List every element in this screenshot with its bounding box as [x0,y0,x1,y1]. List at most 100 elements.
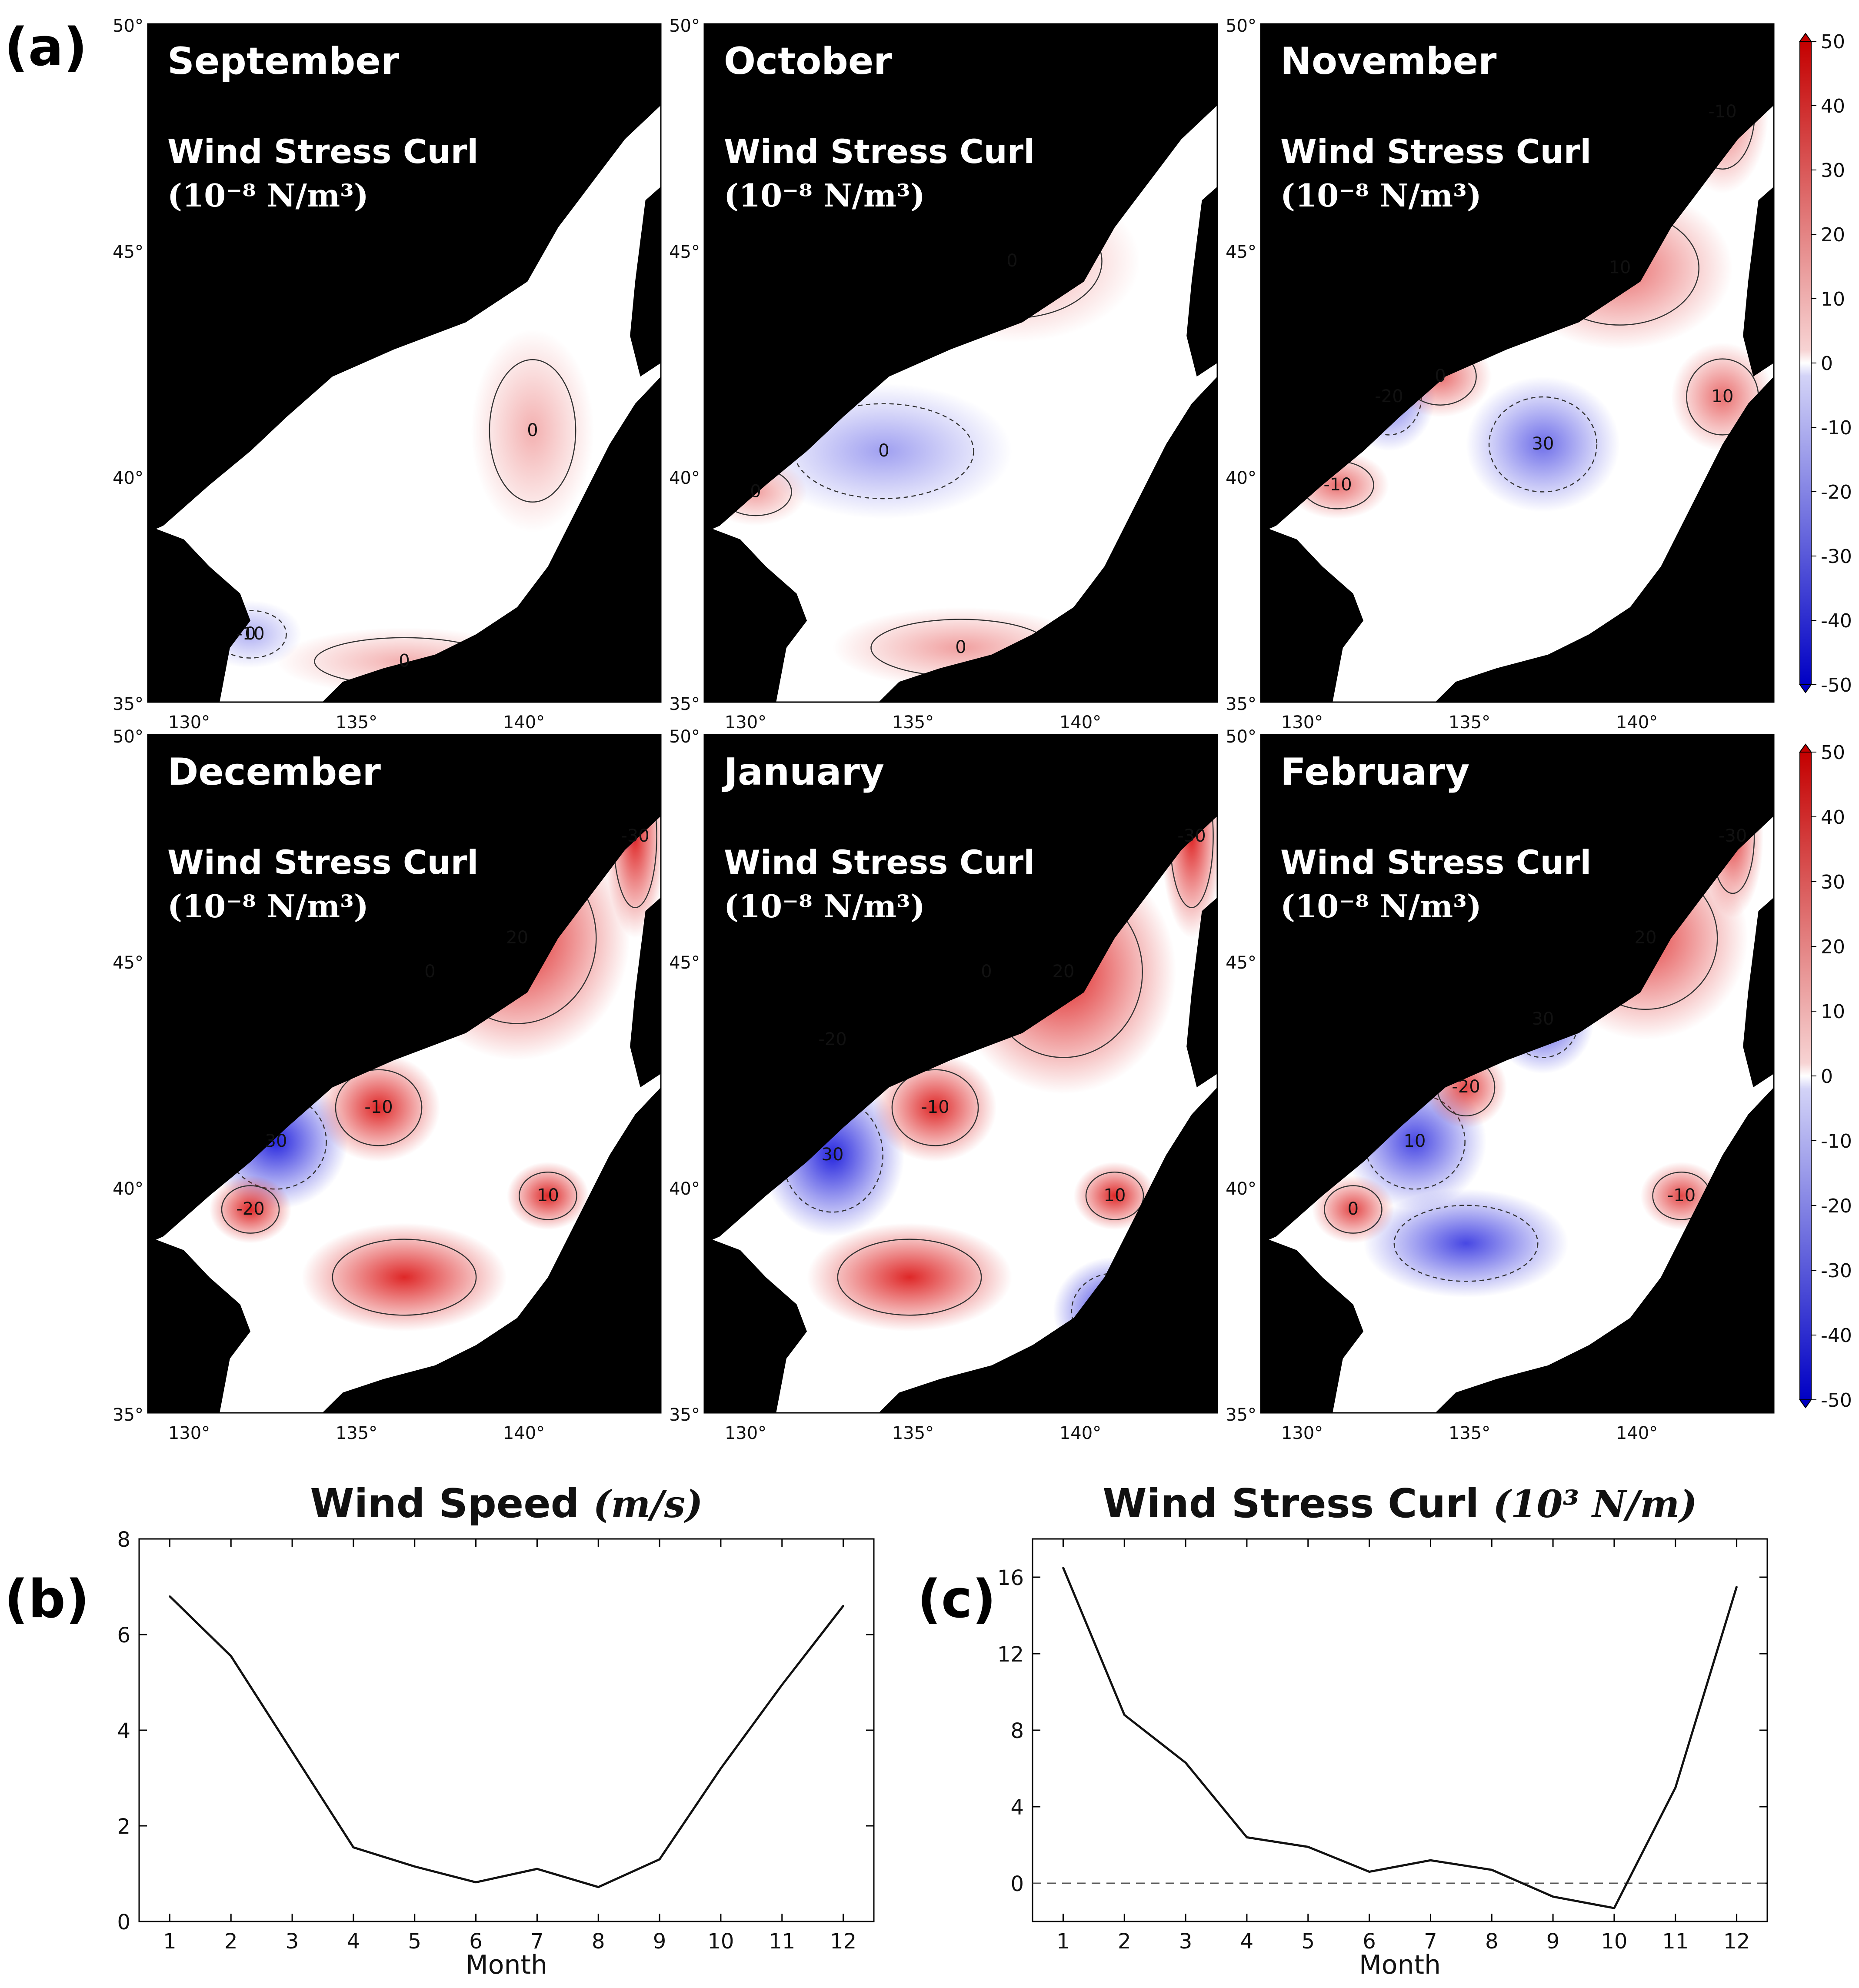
chart-title-unit: (10³ N/m) [1493,1482,1697,1526]
x-tick-label: 5 [408,1929,421,1954]
map-panel-november: 10 -20 30 -10 0 10 -10 November Wind Stress Curl… [1226,16,1775,733]
land-asia [148,24,661,533]
contour-label: 10 [1404,1131,1426,1151]
x-tick-label: 1 [1056,1929,1070,1954]
x-tick-label: 3 [1179,1929,1193,1954]
colorbar-tick-label: 50 [1821,742,1845,764]
data-point [1307,1846,1309,1848]
contour-label: -10 [236,624,264,644]
lat-tick-label: 35° [1226,1405,1256,1425]
plot-frame [138,1538,875,1922]
colorbar-tick-label: 10 [1821,288,1845,310]
contour-label: -30 [1177,826,1206,846]
month-title: January [722,750,884,794]
contour-label: 30 [1532,434,1554,454]
month-title: September [167,40,400,83]
colorbar-tick-label: -30 [1821,546,1852,568]
y-tick-label: 8 [1010,1719,1024,1743]
contour-label: -20 [1452,1077,1480,1097]
land-sakhalin [1186,186,1217,377]
contour-label: 0 [1348,1199,1359,1219]
lat-tick-label: 40° [113,1179,143,1199]
contour-label: 0 [955,637,966,657]
lon-tick-label: 135° [336,1423,377,1443]
colorbar-tick-label: -20 [1821,481,1852,503]
x-tick-label: 7 [1424,1929,1437,1954]
contour-label: -10 [1323,475,1352,495]
x-tick-label: 2 [1118,1929,1131,1954]
lon-tick-label: 140° [1059,713,1101,733]
data-point [597,1886,600,1888]
unit-label: (10⁻⁸ N/m³) [724,888,925,925]
colorbar-tick-label: 10 [1821,1001,1845,1023]
lat-tick-label: 50° [113,727,143,747]
data-point [1736,1586,1738,1588]
x-tick-label: 12 [830,1929,856,1954]
land-asia [1261,24,1774,533]
colorbar-tick-label: -40 [1821,610,1852,632]
data-point [291,1751,293,1753]
x-tick-label: 10 [707,1929,734,1954]
lon-tick-label: 135° [1449,1423,1490,1443]
contour-label: 30 [822,1145,844,1165]
contour-label: 0 [750,481,761,501]
x-tick-label: 1 [163,1929,177,1954]
colorbar: 50 40 30 20 10 0 -10 -20 -30 -40 -50 [1799,31,1852,696]
land-korea [1261,1236,1363,1413]
contour-label: 0 [424,962,435,982]
contour-label: -10 [364,1097,393,1117]
contour-label: 0 [981,962,992,982]
curl-field [148,24,661,702]
contour-label: -10 [921,1097,949,1117]
contour-label: 10 [1104,1185,1126,1205]
x-axis-label: Month [1359,1950,1441,1980]
colorbar-tick-label: 30 [1821,871,1845,893]
data-point [1062,1567,1064,1568]
curl-field [148,735,661,1413]
lat-tick-label: 40° [669,468,700,488]
land-japan [322,1087,661,1413]
colorbar-tick-label: -30 [1821,1260,1852,1282]
data-point [413,1865,416,1868]
land-asia [704,24,1217,533]
y-tick-label: 4 [117,1719,130,1743]
lat-tick-label: 40° [1226,1179,1256,1199]
data-point [475,1881,477,1883]
data-point [1368,1871,1370,1873]
contour-label: -10 [1708,102,1736,122]
data-point [781,1684,783,1686]
contour-line [221,1185,280,1234]
y-tick-label: 2 [117,1815,130,1839]
contour-line [519,1171,577,1220]
map-panel-january: 20 30 -10 10 -20 0 -30 January Wind Stress Curl (… [669,727,1218,1443]
data-point [1613,1907,1615,1909]
x-axis-label: Month [466,1950,547,1980]
unit-label: (10⁻⁸ N/m³) [724,177,925,214]
lat-tick-label: 35° [1226,694,1256,714]
lat-tick-label: 35° [113,1405,143,1425]
unit-label: (10⁻⁸ N/m³) [1280,888,1482,925]
contour-label: 20 [506,928,528,948]
colorbar-bar [1799,752,1812,1400]
land-japan [1435,1087,1774,1413]
chart-title: Wind Speed (m/s) [310,1480,703,1527]
lat-tick-label: 50° [113,16,143,36]
x-tick-label: 11 [769,1929,795,1954]
land-sakhalin [1743,897,1774,1088]
land-korea [148,1236,250,1413]
contour-line [1393,1205,1539,1282]
colorbar-tick-label: 0 [1821,353,1833,375]
y-tick-label: 16 [997,1566,1024,1590]
lon-tick-label: 130° [725,1423,766,1443]
lon-tick-label: 135° [892,1423,934,1443]
unit-label: (10⁻⁸ N/m³) [167,888,369,925]
x-tick-label: 2 [224,1929,238,1954]
lat-tick-label: 40° [1226,468,1256,488]
variable-label: Wind Stress Curl [724,132,1035,171]
map-panel-october: 0 0 0 0 October Wind Stress Curl (10⁻⁸ N/m³) 50… [669,16,1218,733]
land-asia [704,735,1217,1243]
colorbar-tick-label: 30 [1821,160,1845,182]
lon-tick-label: 140° [1616,713,1658,733]
